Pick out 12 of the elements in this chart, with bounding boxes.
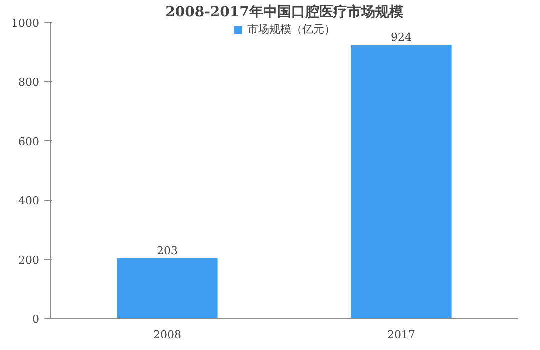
legend-label: 市场规模（亿元） <box>248 22 336 37</box>
y-tick-label: 600 <box>18 135 40 148</box>
y-tick-label: 200 <box>18 254 40 267</box>
y-tick-label: 400 <box>18 194 40 208</box>
y-tick-label: 0 <box>32 313 40 326</box>
data-label: 203 <box>157 244 178 258</box>
chart-title: 2008-2017年中国口腔医疗市场规模 <box>166 4 404 20</box>
x-tick-label: 2008 <box>154 328 182 342</box>
data-label: 924 <box>391 30 412 44</box>
y-tick-label: 1000 <box>12 17 40 30</box>
x-tick-label: 2017 <box>388 328 416 342</box>
y-tick-label: 800 <box>18 76 40 90</box>
